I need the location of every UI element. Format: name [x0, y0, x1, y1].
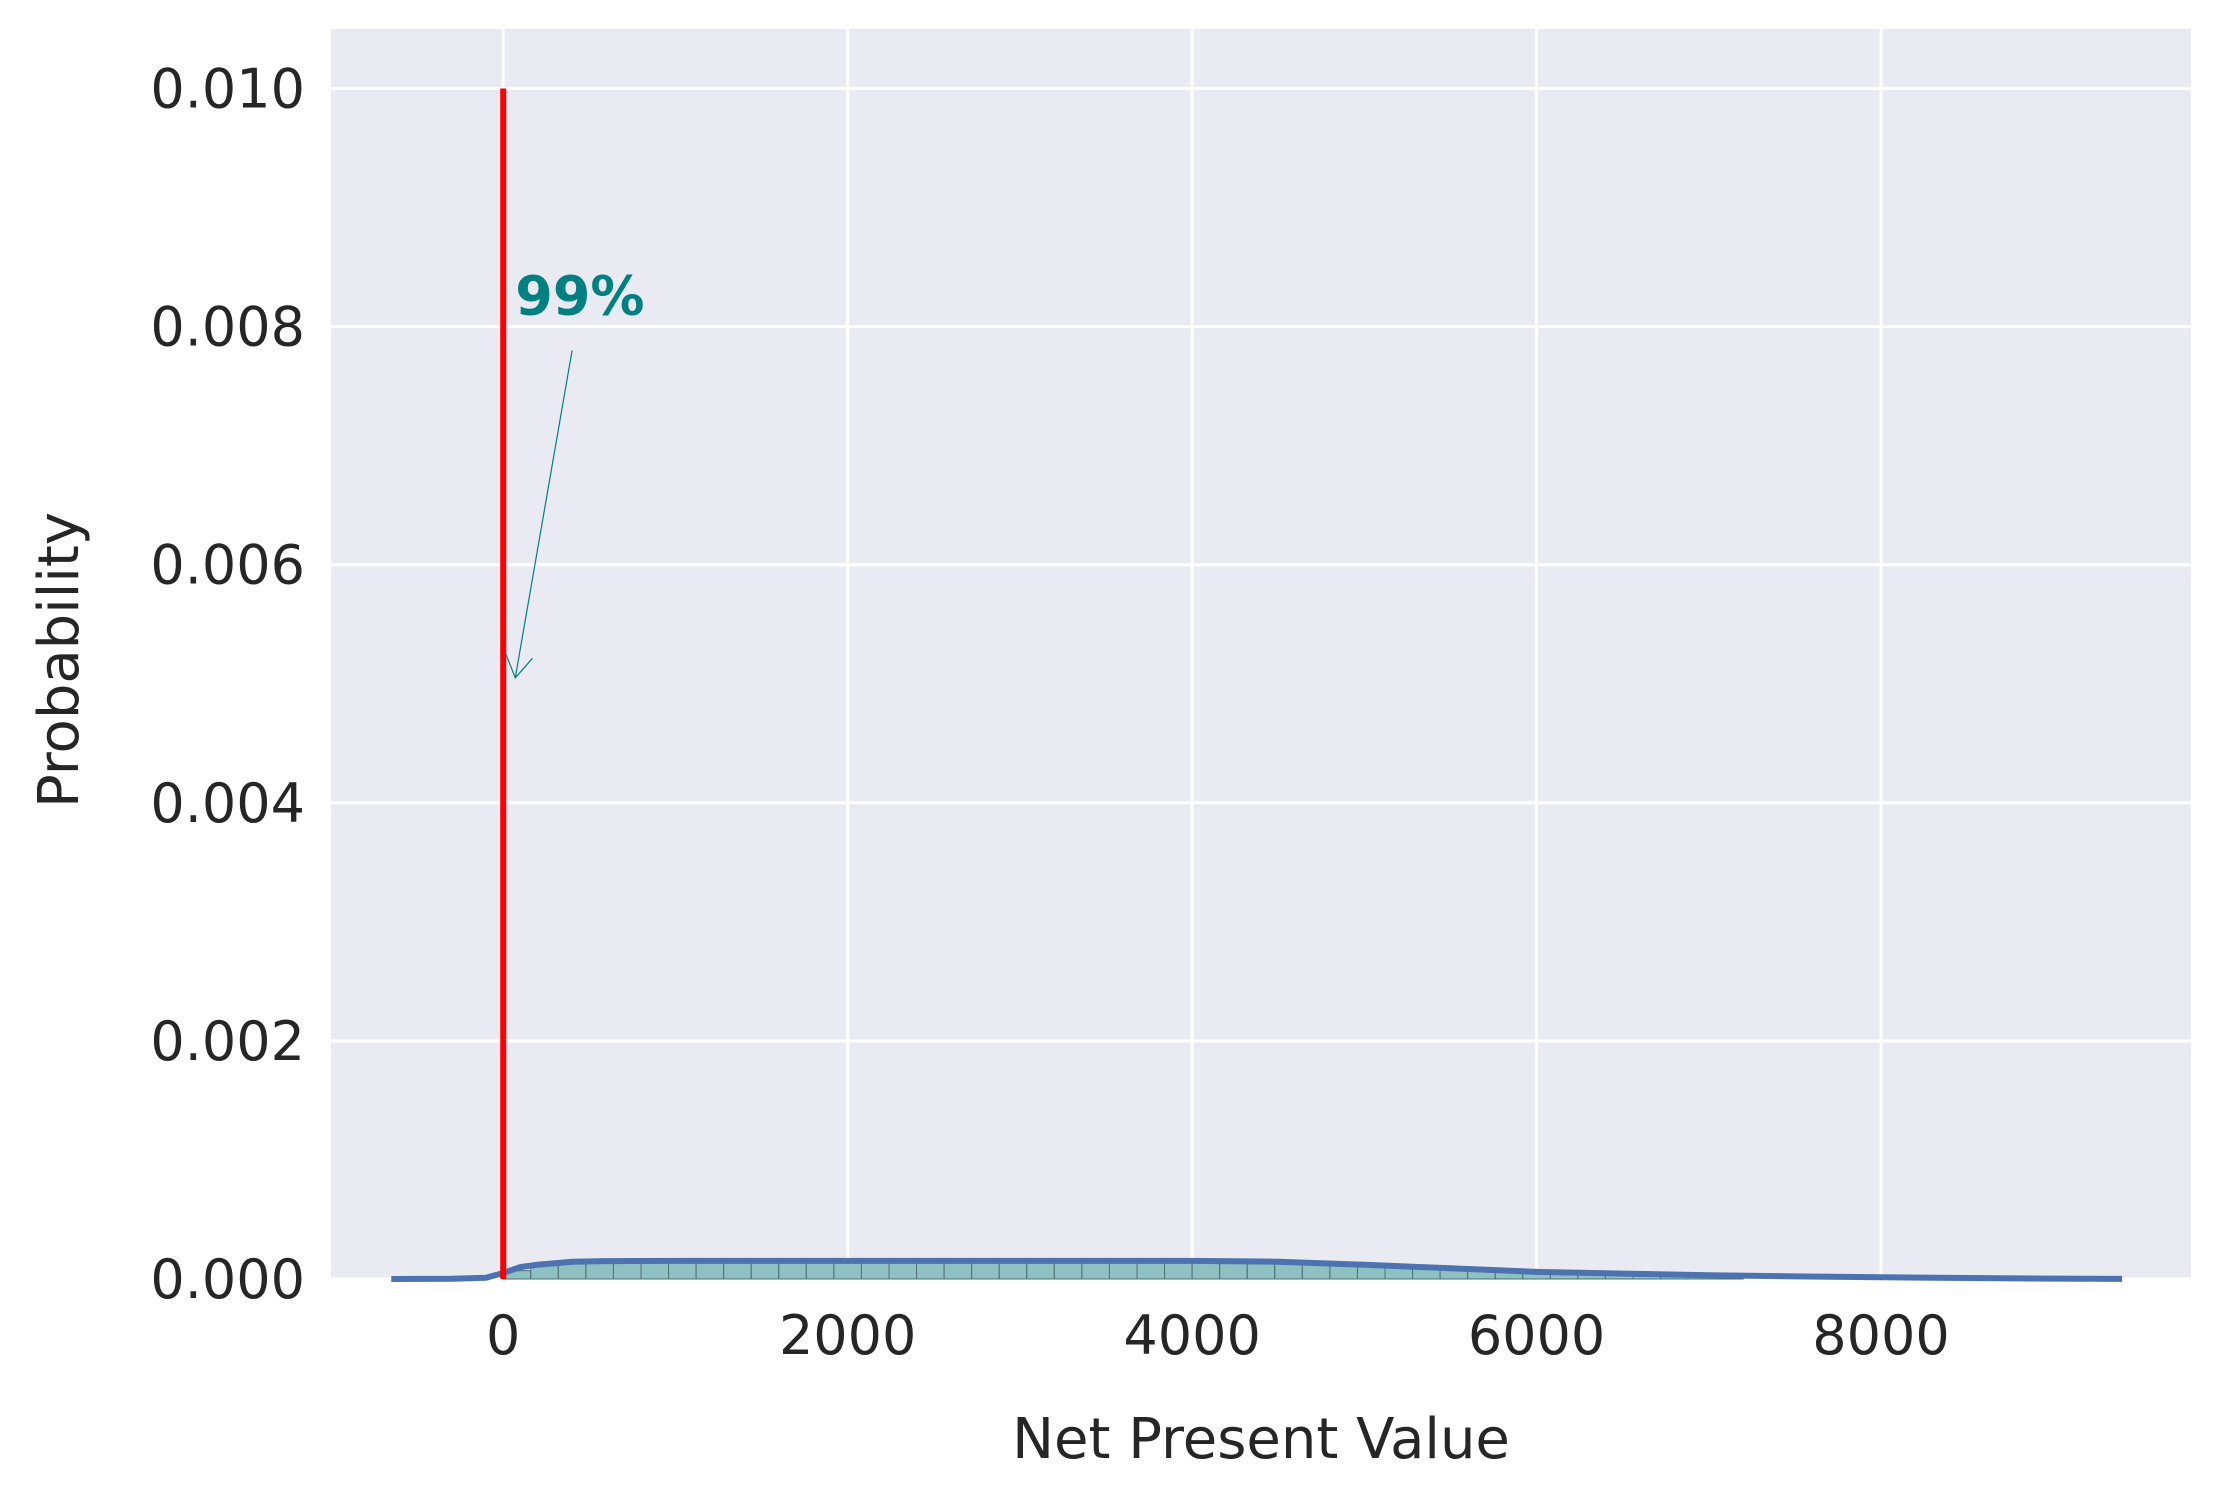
probability-annotation: 99%: [505, 265, 645, 679]
y-axis-label: Probability: [27, 512, 92, 808]
x-tick-labels: 0 2000 4000 6000 8000: [486, 1304, 1950, 1367]
y-tick-labels: 0.000 0.002 0.004 0.006 0.008 0.010: [150, 58, 305, 1311]
x-tick-label: 2000: [779, 1304, 916, 1367]
x-axis-label: Net Present Value: [1012, 1407, 1510, 1472]
y-tick-label: 0.010: [150, 58, 305, 121]
annotation-arrow-head: [505, 653, 533, 679]
x-tick-label: 8000: [1812, 1304, 1949, 1367]
y-tick-label: 0.004: [150, 772, 305, 835]
y-tick-label: 0.002: [150, 1010, 305, 1073]
plot-background: [331, 29, 2191, 1279]
y-tick-label: 0.000: [150, 1248, 305, 1311]
x-tick-label: 6000: [1468, 1304, 1605, 1367]
kde-curve: [391, 1257, 2123, 1282]
y-tick-label: 0.006: [150, 534, 305, 597]
y-tick-label: 0.008: [150, 296, 305, 359]
annotation-arrow-shaft: [514, 350, 573, 678]
x-tick-label: 4000: [1123, 1304, 1260, 1367]
x-tick-label: 0: [486, 1304, 520, 1367]
annotation-label: 99%: [515, 265, 644, 328]
